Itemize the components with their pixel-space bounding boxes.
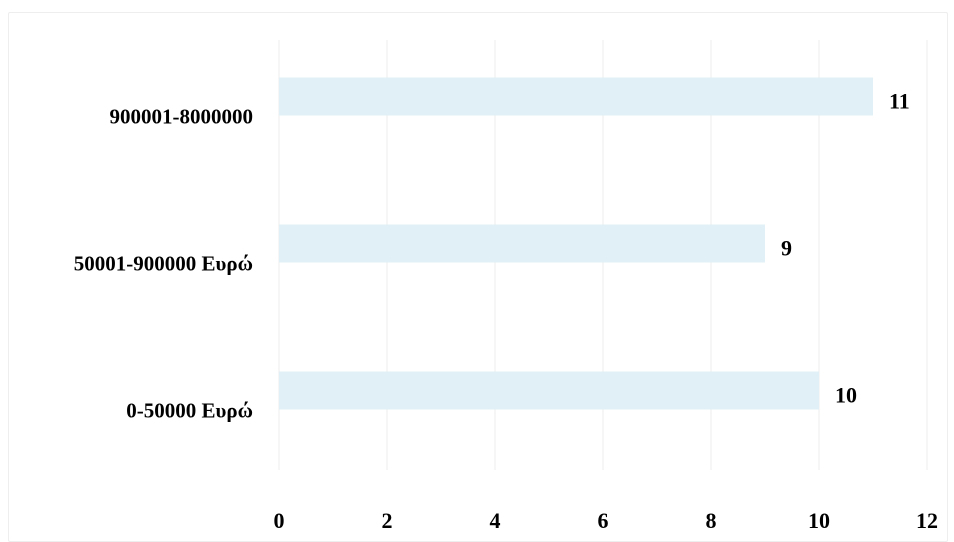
x-tick-label: 0 (274, 508, 285, 533)
y-category-label: 0-50000 Ευρώ (126, 399, 253, 423)
bar (279, 77, 873, 116)
data-label: 11 (889, 89, 910, 114)
x-tick-label: 4 (490, 508, 501, 533)
x-tick-label: 10 (808, 508, 830, 533)
x-tick-label: 8 (706, 508, 717, 533)
data-labels: 11 9 10 (781, 89, 910, 408)
x-tick-label: 2 (382, 508, 393, 533)
bar (279, 371, 819, 410)
data-label: 10 (835, 383, 857, 408)
x-tick-label: 6 (598, 508, 609, 533)
data-label: 9 (781, 236, 792, 261)
y-category-label: 900001-8000000 (110, 105, 254, 129)
x-tick-label: 12 (916, 508, 938, 533)
y-category-label: 50001-900000 Ευρώ (74, 252, 253, 276)
x-axis-labels: 0 2 4 6 8 10 12 (274, 508, 939, 533)
bars (279, 77, 873, 410)
bar (279, 224, 765, 263)
y-axis-labels: 900001-8000000 50001-900000 Ευρώ 0-50000 Ε… (74, 105, 253, 423)
